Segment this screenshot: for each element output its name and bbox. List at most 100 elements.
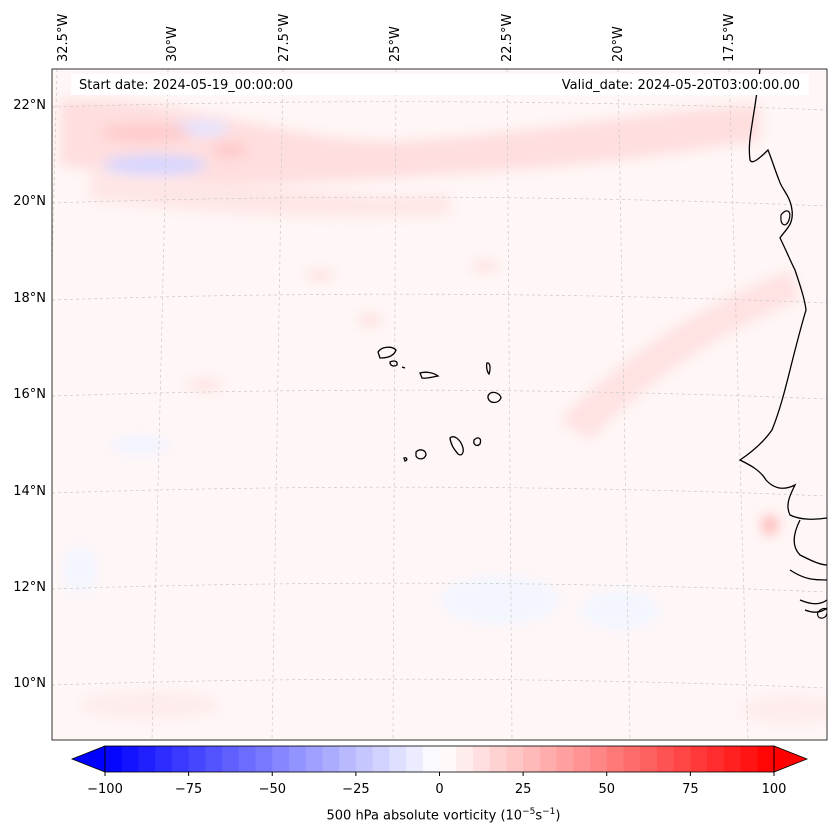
colorbar-segment — [606, 746, 625, 772]
lon-label-27-5w: 27.5°W — [277, 13, 292, 62]
lat-label-16n: 16°N — [13, 387, 46, 402]
start-date-label: Start date: 2024-05-19_00:00:00 — [79, 78, 294, 93]
colorbar-segment — [723, 746, 742, 772]
colorbar — [70, 745, 809, 776]
colorbar-segment — [322, 746, 340, 772]
colorbar-label-text: 500 hPa absolute vorticity (10 — [326, 808, 523, 824]
negative-patch-east — [580, 590, 660, 630]
colorbar-segment — [556, 746, 574, 772]
colorbar-segment — [205, 746, 223, 772]
lat-label-18n: 18°N — [13, 291, 46, 306]
colorbar-tick-label: 0 — [435, 782, 444, 797]
africa-coastline — [738, 69, 827, 613]
island-santiago — [449, 436, 464, 456]
colorbar-extend-low — [70, 745, 106, 773]
colorbar-segment — [740, 746, 758, 772]
positive-patch-3 — [471, 261, 499, 271]
colorbar-tick-label: −50 — [258, 782, 287, 797]
valid-date-label: Valid_date: 2024-05-20T03:00:00.00 — [561, 78, 800, 93]
colorbar-segment — [623, 746, 641, 772]
lat-label-22n: 22°N — [13, 98, 46, 113]
colorbar-segment — [105, 746, 123, 772]
colorbar-tick-label: −75 — [174, 782, 203, 797]
positive-band-2 — [90, 165, 450, 217]
negative-patch-1 — [103, 155, 207, 175]
colorbar-tick-label: −100 — [87, 782, 123, 797]
island-sal — [485, 362, 491, 376]
positive-patch-coast — [762, 515, 778, 535]
colorbar-segment — [573, 746, 591, 772]
map-panel[interactable] — [40, 69, 837, 740]
colorbar-label-end: ) — [555, 808, 561, 824]
gridlines — [52, 69, 827, 740]
positive-patch-6 — [187, 379, 223, 391]
colorbar-segment — [339, 746, 357, 772]
positive-patch-2 — [212, 142, 248, 158]
cape-verde-islands — [377, 346, 502, 462]
colorbar-segment — [372, 746, 390, 772]
positive-patch-se — [740, 696, 827, 724]
colorbar-segment — [590, 746, 608, 772]
colorbar-segment — [406, 746, 424, 772]
colorbar-segment — [456, 746, 474, 772]
colorbar-segment — [222, 746, 240, 772]
colorbar-segment — [138, 746, 156, 772]
positive-band-north — [60, 99, 760, 184]
colorbar-segment — [188, 746, 206, 772]
vorticity-anomalies — [60, 99, 827, 724]
lat-label-12n: 12°N — [13, 580, 46, 595]
positive-patch-1 — [100, 124, 190, 142]
negative-patch-south-2 — [440, 575, 560, 625]
date-header-box — [71, 74, 809, 95]
colorbar-segment — [272, 746, 290, 772]
coast-island-1 — [780, 210, 791, 226]
positive-diagonal-band — [560, 270, 800, 440]
colorbar-tick-label: 75 — [682, 782, 699, 797]
colorbar-segment — [640, 746, 658, 772]
colorbar-tick-marks — [104, 772, 775, 776]
colorbar-label-mid: s — [535, 808, 543, 824]
island-santo-antao — [377, 346, 397, 359]
colorbar-segment — [355, 746, 374, 772]
lon-label-30w: 30°W — [165, 26, 180, 62]
colorbar-segment — [523, 746, 541, 772]
colorbar-segment — [757, 746, 775, 772]
colorbar-segment — [707, 746, 725, 772]
lon-label-22-5w: 22.5°W — [500, 13, 515, 62]
island-sao-vicente — [389, 360, 398, 367]
island-boa-vista — [487, 391, 502, 404]
colorbar-label: 500 hPa absolute vorticity (10−5s−1) — [0, 807, 837, 823]
lat-label-20n: 20°N — [13, 194, 46, 209]
colorbar-segments — [105, 746, 775, 772]
colorbar-tick-label: 50 — [598, 782, 616, 797]
colorbar-segment — [673, 746, 691, 772]
lon-label-25w: 25°W — [388, 26, 403, 62]
colorbar-segment — [288, 746, 307, 772]
colorbar-segment — [690, 746, 708, 772]
colorbar-segment — [539, 746, 558, 772]
colorbar-segment — [305, 746, 324, 772]
lon-label-17-5w: 17.5°W — [722, 13, 737, 62]
lon-label-20w: 20°W — [611, 26, 626, 62]
island-fogo — [415, 449, 427, 460]
colorbar-segment — [389, 746, 407, 772]
colorbar-extend-high — [773, 745, 809, 773]
colorbar-tick-label: −25 — [342, 782, 370, 797]
map-frame — [51, 68, 828, 741]
island-sao-nicolau — [419, 371, 440, 379]
colorbar-tick-label: 100 — [761, 782, 787, 797]
colorbar-segment — [472, 746, 491, 772]
positive-patch-5 — [358, 314, 382, 326]
colorbar-segment — [171, 746, 190, 772]
colorbar-segment — [255, 746, 273, 772]
island-santa-luzia — [401, 366, 406, 369]
colorbar-segment — [238, 746, 257, 772]
island-maio — [473, 437, 482, 447]
colorbar-segment — [489, 746, 507, 772]
colorbar-label-exp1: −5 — [522, 807, 536, 817]
lon-label-32-5w: 32.5°W — [56, 13, 71, 62]
colorbar-segment — [422, 746, 441, 772]
colorbar-segment — [506, 746, 524, 772]
coast-island-2 — [817, 607, 827, 619]
